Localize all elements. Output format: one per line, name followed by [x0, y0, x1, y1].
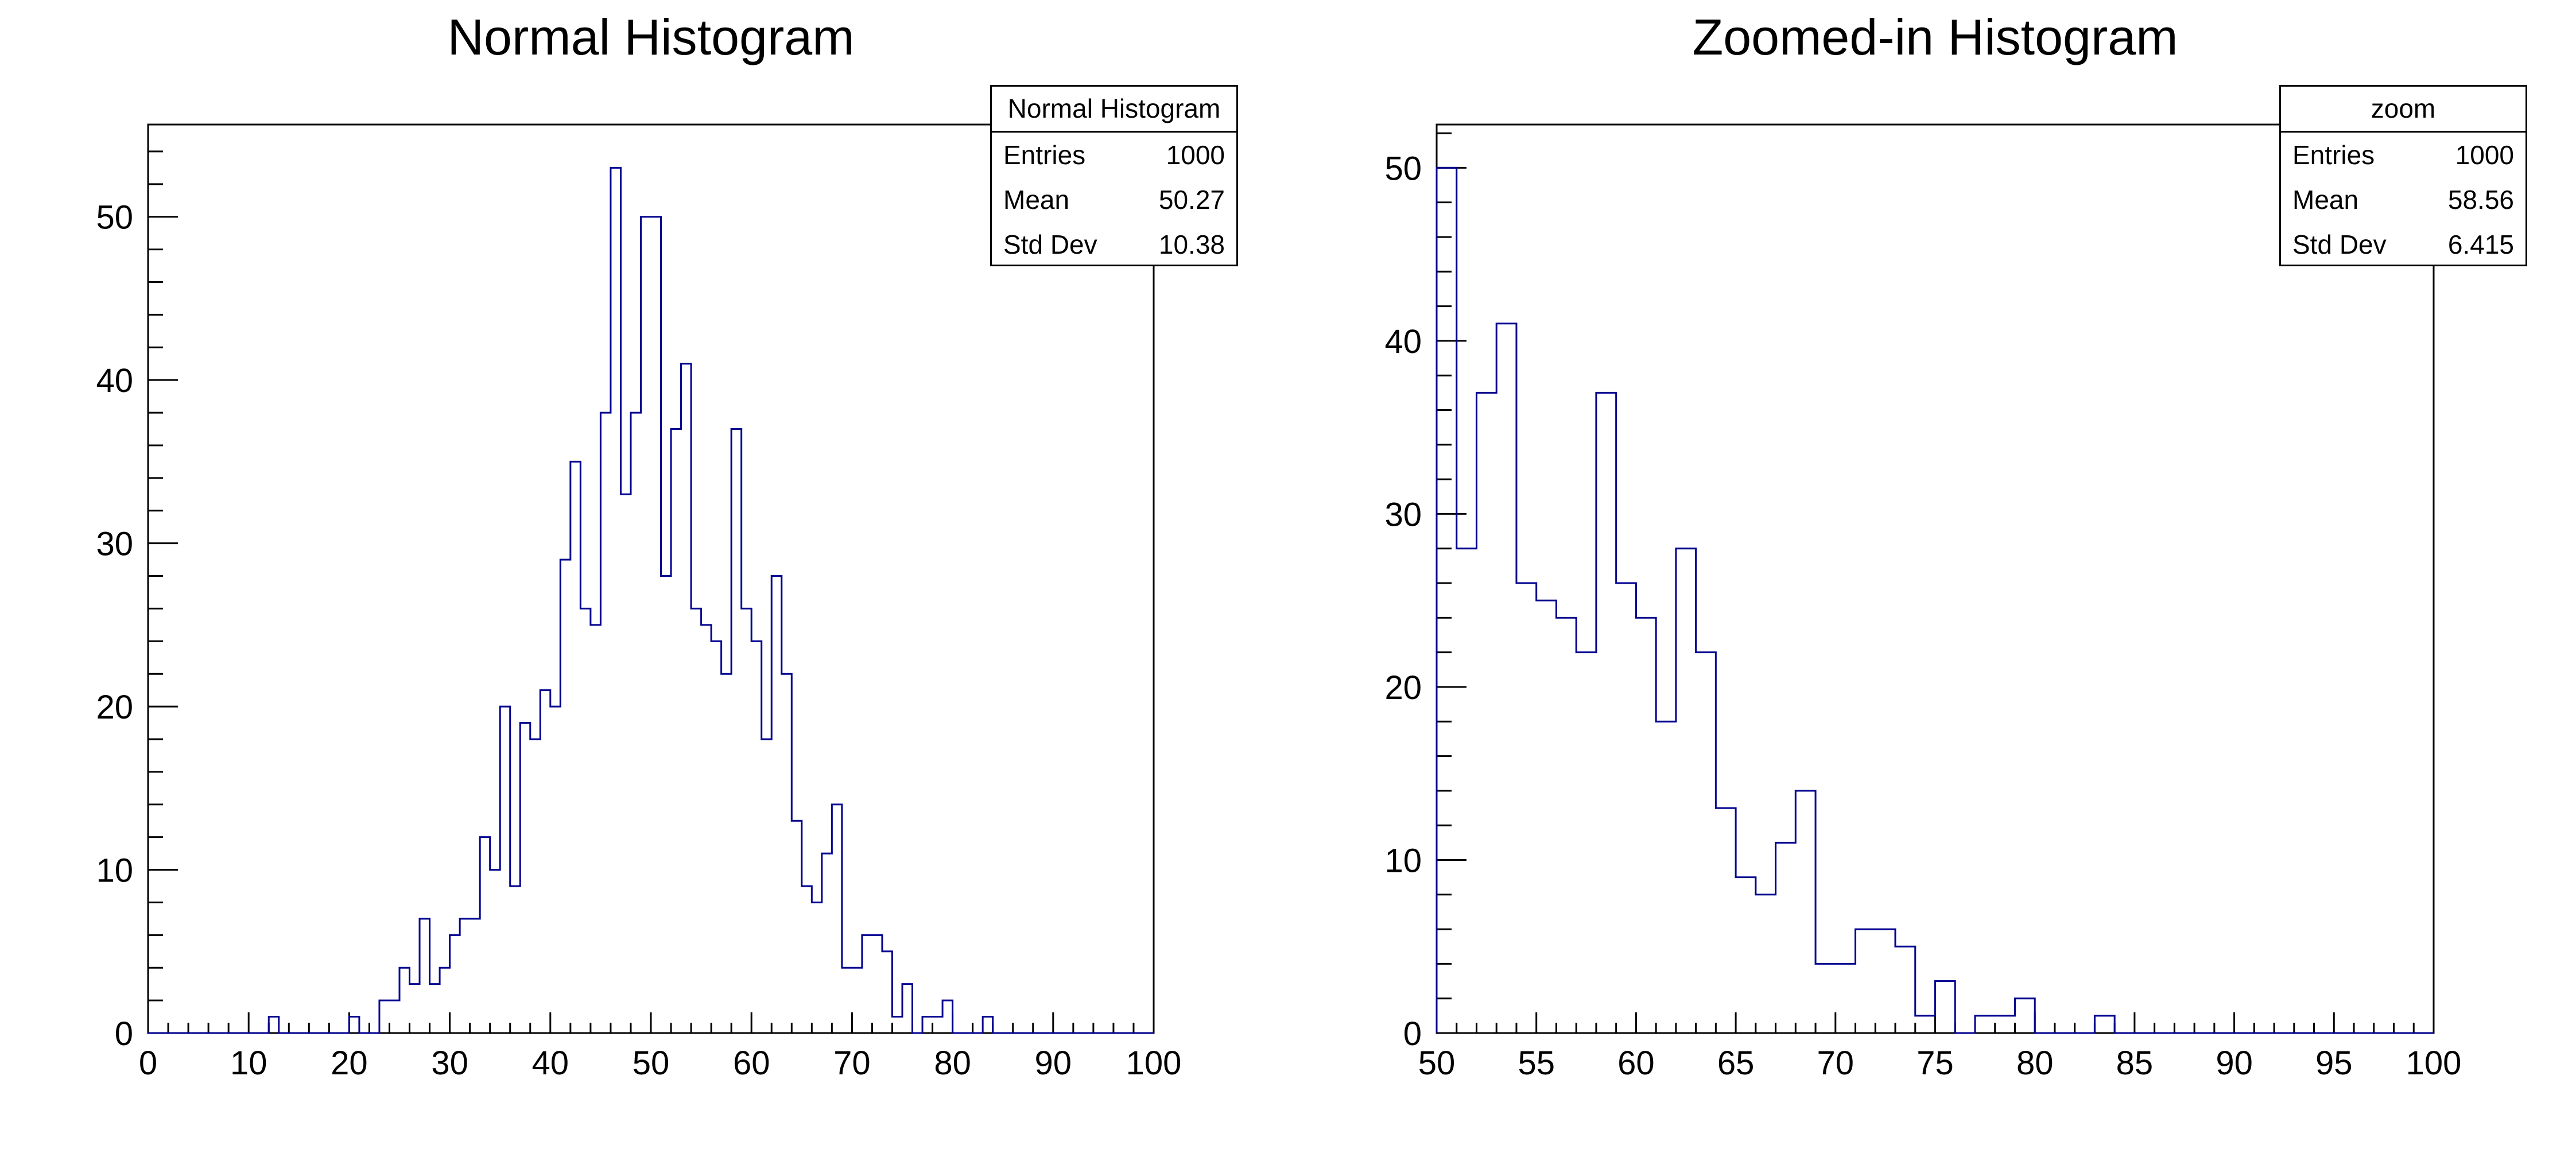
x-axis-tick-label: 60 [733, 1045, 770, 1082]
mean-label: Mean [1003, 185, 1070, 215]
left-stats-row-entries: Entries 1000 [992, 133, 1236, 177]
y-axis-tick-label: 40 [1384, 323, 1422, 360]
entries-label: Entries [2292, 140, 2375, 170]
x-axis-tick-label: 0 [139, 1045, 157, 1082]
y-axis-tick-label: 0 [1403, 1015, 1422, 1053]
y-axis-tick-label: 50 [96, 199, 133, 236]
x-axis-tick-label: 30 [431, 1045, 468, 1082]
mean-value: 50.27 [1158, 185, 1225, 215]
x-axis-tick-label: 55 [1518, 1045, 1555, 1082]
mean-label: Mean [2292, 185, 2359, 215]
y-axis-tick-label: 50 [1384, 150, 1422, 187]
left-stats-title: Normal Histogram [992, 87, 1236, 133]
x-axis-tick-label: 50 [1418, 1045, 1456, 1082]
stddev-value: 10.38 [1158, 230, 1225, 259]
y-axis-tick-label: 20 [1384, 669, 1422, 706]
histogram-line [1436, 166, 2434, 1034]
x-axis-tick-label: 65 [1717, 1045, 1755, 1082]
x-axis-tick-label: 70 [1817, 1045, 1855, 1082]
x-axis-tick-label: 80 [934, 1045, 971, 1082]
left-stats-box: Normal Histogram Entries 1000 Mean 50.27… [990, 85, 1238, 266]
x-axis-tick-label: 70 [833, 1045, 871, 1082]
right-stats-row-entries: Entries 1000 [2281, 133, 2525, 177]
stddev-value: 6.415 [2447, 230, 2514, 259]
y-axis-tick-label: 30 [1384, 496, 1422, 533]
right-stats-row-stddev: Std Dev 6.415 [2281, 222, 2525, 267]
x-axis-tick-label: 20 [331, 1045, 368, 1082]
x-axis-tick-label: 95 [2315, 1045, 2353, 1082]
x-axis-tick-label: 40 [532, 1045, 569, 1082]
stddev-label: Std Dev [1003, 230, 1097, 259]
left-stats-row-mean: Mean 50.27 [992, 177, 1236, 222]
left-stats-row-stddev: Std Dev 10.38 [992, 222, 1236, 267]
mean-value: 58.56 [2447, 185, 2514, 215]
x-axis-tick-label: 85 [2116, 1045, 2154, 1082]
x-axis-tick-label: 90 [1035, 1045, 1072, 1082]
stddev-label: Std Dev [2292, 230, 2387, 259]
entries-label: Entries [1003, 140, 1086, 170]
histogram-line [148, 166, 1154, 1034]
x-axis-tick-label: 80 [2016, 1045, 2054, 1082]
x-axis-tick-label: 75 [1917, 1045, 1954, 1082]
entries-value: 1000 [1166, 140, 1225, 170]
y-axis-tick-label: 10 [96, 852, 133, 890]
y-axis-tick-label: 40 [96, 362, 133, 399]
right-pad-title: Zoomed-in Histogram [1692, 9, 2178, 65]
entries-value: 1000 [2455, 140, 2514, 170]
x-axis-tick-label: 10 [230, 1045, 267, 1082]
right-stats-box: zoom Entries 1000 Mean 58.56 Std Dev 6.4… [2279, 85, 2527, 266]
x-axis-tick-label: 50 [633, 1045, 670, 1082]
y-axis-tick-label: 30 [96, 526, 133, 563]
right-stats-row-mean: Mean 58.56 [2281, 177, 2525, 222]
left-pad-title: Normal Histogram [447, 9, 855, 65]
x-axis-tick-label: 100 [1126, 1045, 1182, 1082]
y-axis-tick-label: 20 [96, 689, 133, 726]
y-axis-tick-label: 10 [1384, 842, 1422, 879]
y-axis-tick-label: 0 [115, 1015, 133, 1053]
x-axis-tick-label: 100 [2406, 1045, 2462, 1082]
right-stats-title: zoom [2281, 87, 2525, 133]
x-axis-tick-label: 90 [2216, 1045, 2253, 1082]
x-axis-tick-label: 60 [1617, 1045, 1655, 1082]
